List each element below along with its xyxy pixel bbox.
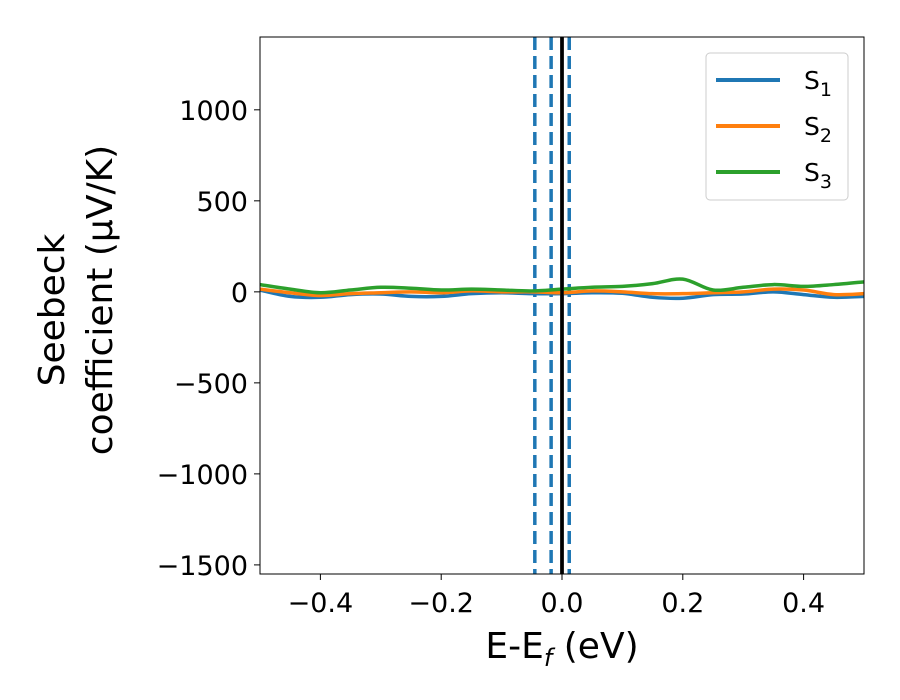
y-tick-label: −1500 [157, 551, 248, 582]
legend-label-1: S1 [804, 66, 832, 101]
x-axis: −0.4 −0.2 0.0 0.2 0.4 [288, 574, 825, 619]
y-tick-label: 1000 [179, 96, 248, 127]
x-tick-label: −0.2 [408, 588, 474, 619]
x-tick-label: 0.4 [782, 588, 825, 619]
y-tick-label: −1000 [157, 460, 248, 491]
x-axis-title: E-Ef (eV) [485, 626, 638, 672]
y-tick-label: −500 [174, 369, 248, 400]
legend: S1 S2 S3 [705, 52, 849, 201]
y-axis-title-line1: Seebeck [32, 233, 73, 386]
x-tick-label: 0.2 [661, 588, 704, 619]
y-axis-title-line2: coefficient (μV/K) [80, 145, 121, 455]
x-tick-label: 0.0 [541, 588, 584, 619]
y-tick-label: 0 [231, 278, 248, 309]
y-axis: −1500 −1000 −500 0 500 1000 [157, 96, 260, 582]
plot-lines [260, 37, 864, 574]
legend-label-3: S3 [804, 158, 832, 193]
x-tick-label: −0.4 [288, 588, 354, 619]
y-tick-label: 500 [196, 187, 248, 218]
legend-label-2: S2 [804, 112, 832, 147]
